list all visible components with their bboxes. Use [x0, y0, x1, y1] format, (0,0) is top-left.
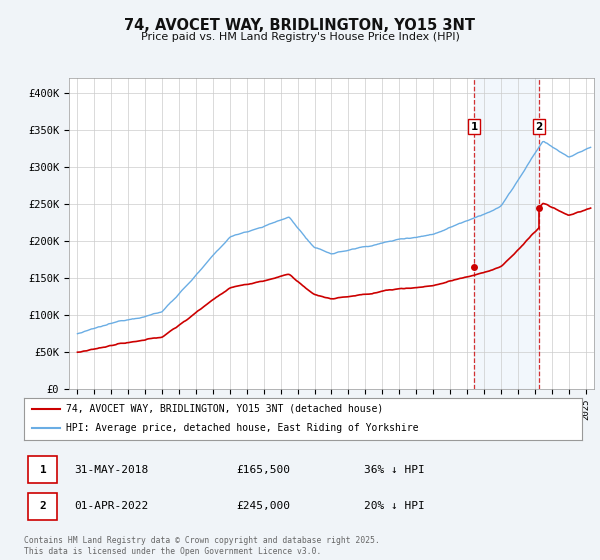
Text: 2: 2 [535, 122, 542, 132]
Bar [474, 78, 539, 389]
Text: 74, AVOCET WAY, BRIDLINGTON, YO15 3NT (detached house): 74, AVOCET WAY, BRIDLINGTON, YO15 3NT (d… [66, 404, 383, 414]
FancyBboxPatch shape [28, 456, 58, 483]
FancyBboxPatch shape [28, 493, 58, 520]
Text: Contains HM Land Registry data © Crown copyright and database right 2025.
This d: Contains HM Land Registry data © Crown c… [24, 536, 380, 556]
Text: 20% ↓ HPI: 20% ↓ HPI [364, 501, 425, 511]
Text: 1: 1 [470, 122, 478, 132]
Text: Price paid vs. HM Land Registry's House Price Index (HPI): Price paid vs. HM Land Registry's House … [140, 32, 460, 43]
Text: 1: 1 [40, 465, 46, 475]
Text: 2: 2 [40, 501, 46, 511]
Text: 36% ↓ HPI: 36% ↓ HPI [364, 465, 425, 475]
Text: £165,500: £165,500 [236, 465, 290, 475]
Text: £245,000: £245,000 [236, 501, 290, 511]
Text: 31-MAY-2018: 31-MAY-2018 [74, 465, 148, 475]
Text: HPI: Average price, detached house, East Riding of Yorkshire: HPI: Average price, detached house, East… [66, 423, 418, 433]
Text: 01-APR-2022: 01-APR-2022 [74, 501, 148, 511]
Text: 74, AVOCET WAY, BRIDLINGTON, YO15 3NT: 74, AVOCET WAY, BRIDLINGTON, YO15 3NT [125, 18, 476, 33]
